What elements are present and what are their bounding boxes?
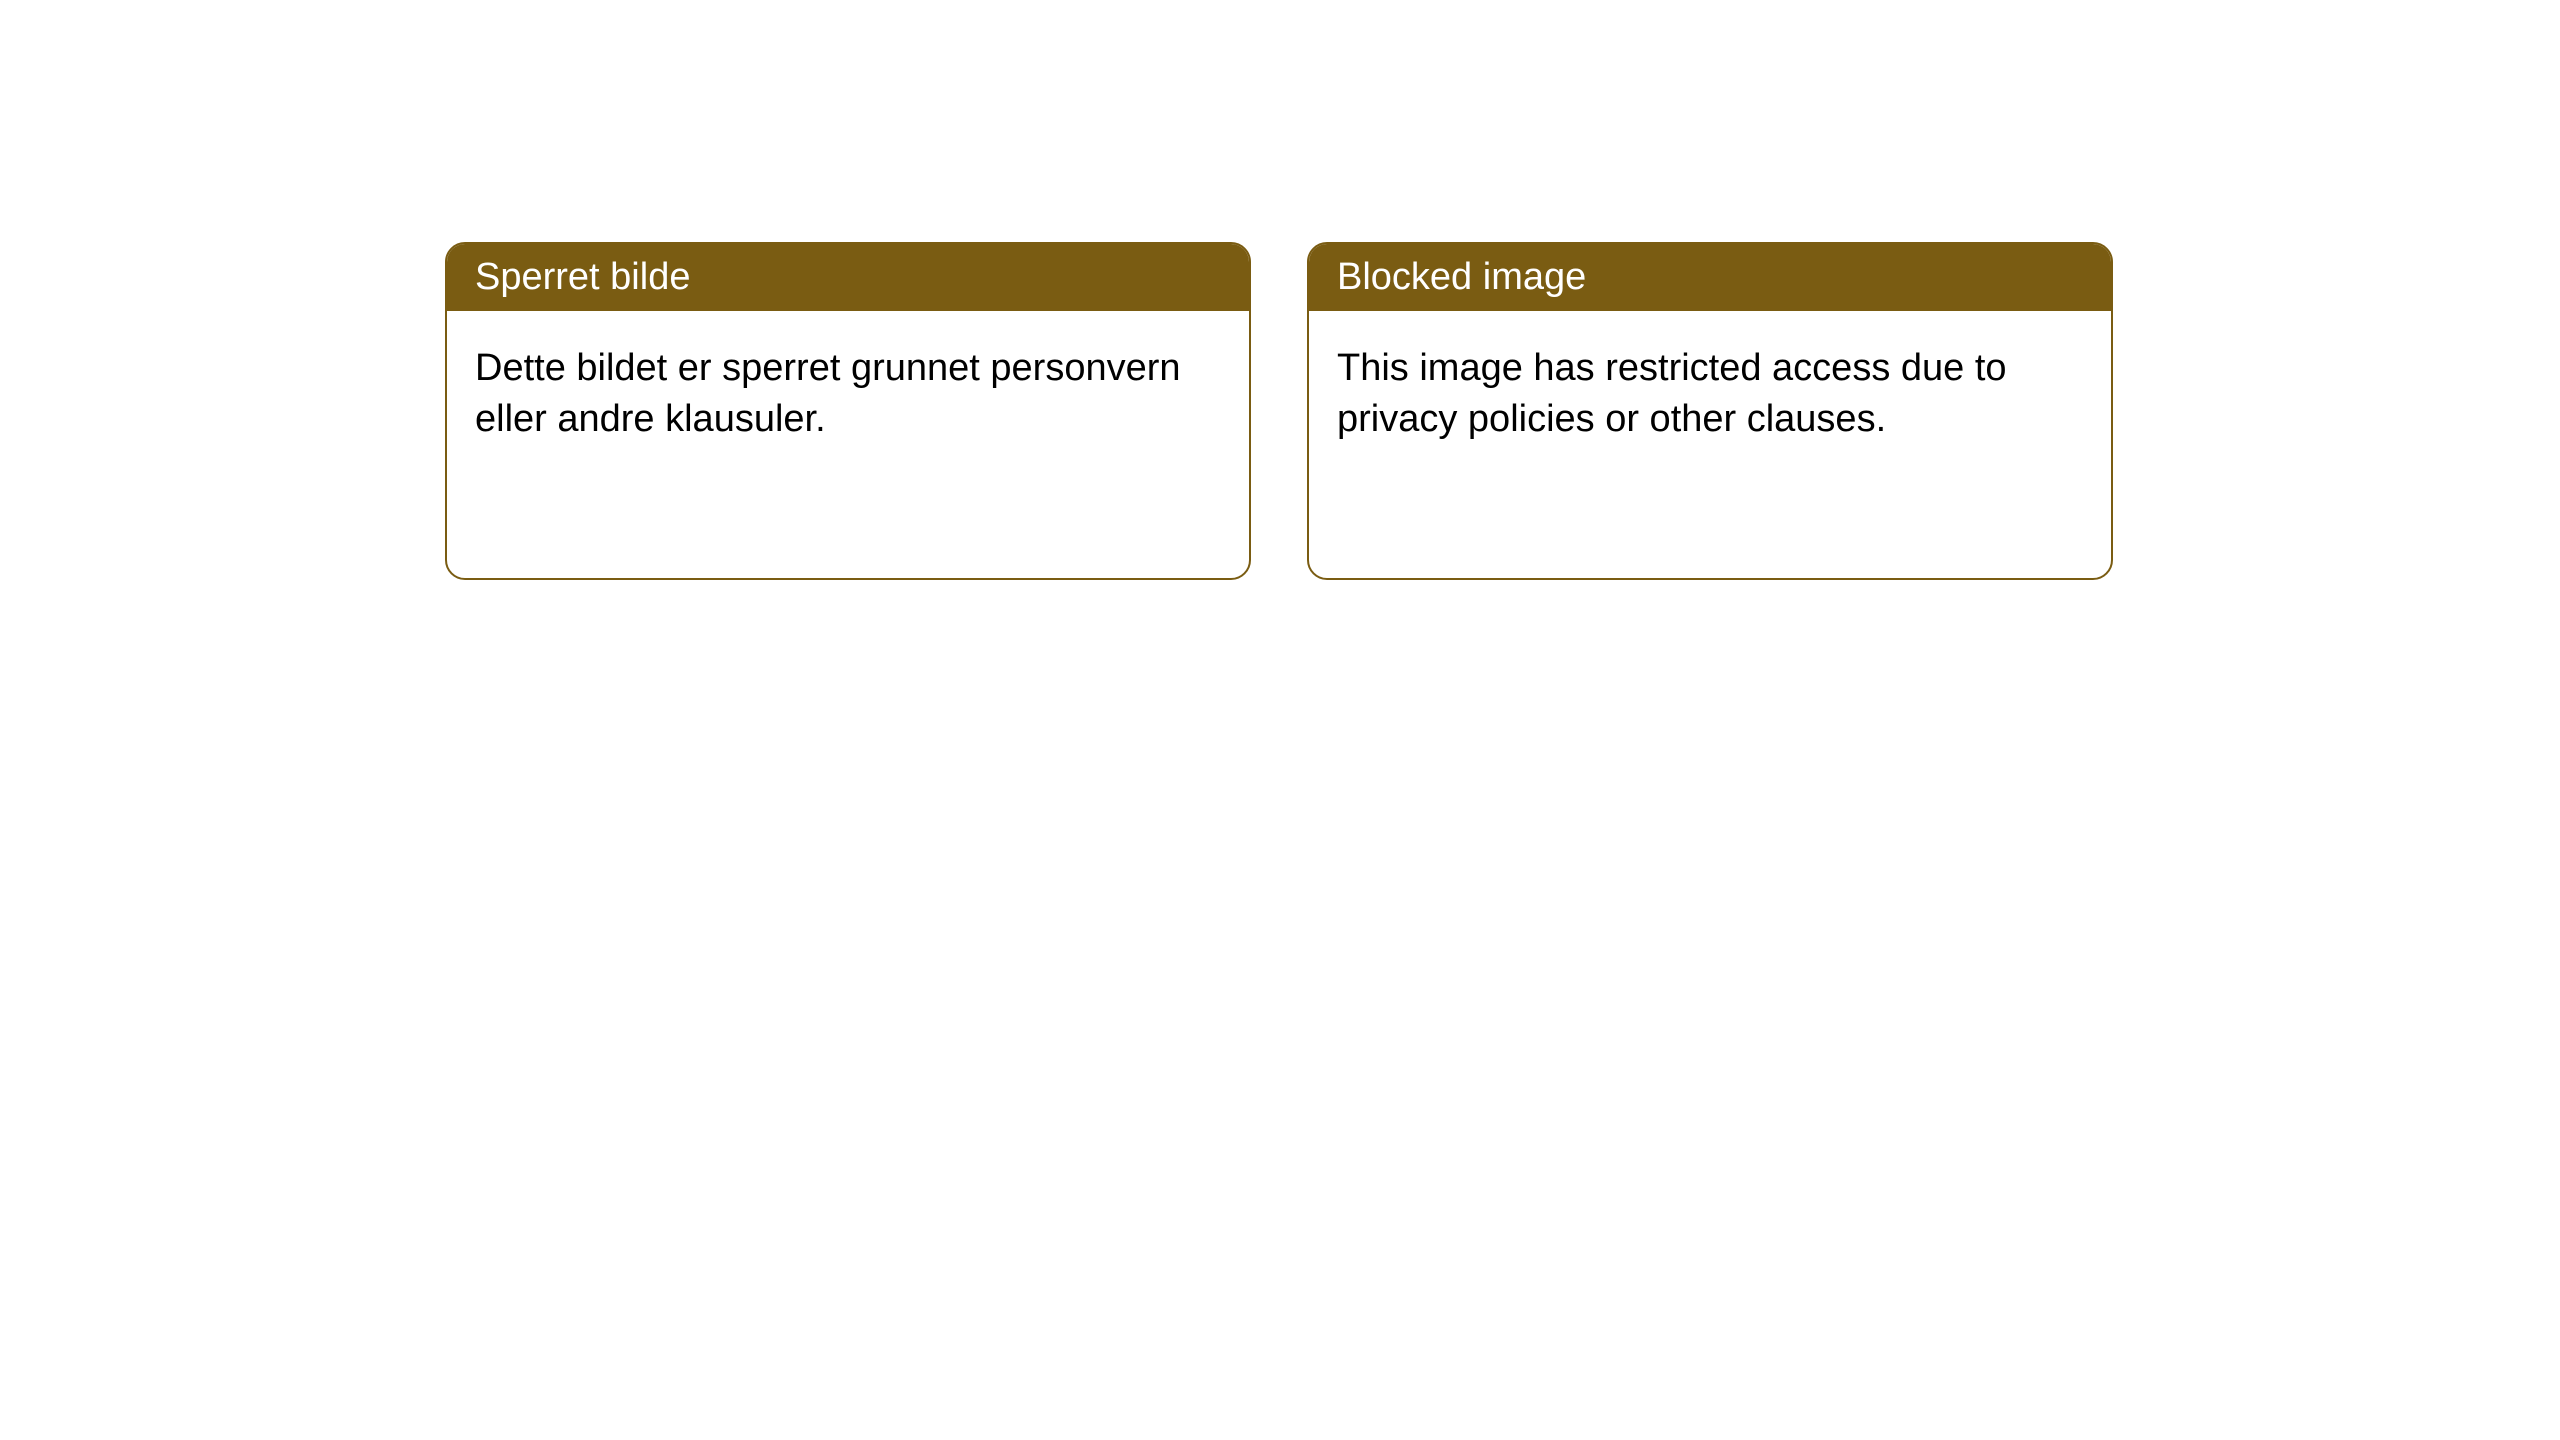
notice-card-english: Blocked image This image has restricted … [1307, 242, 2113, 580]
notice-body: Dette bildet er sperret grunnet personve… [447, 311, 1249, 478]
notice-body: This image has restricted access due to … [1309, 311, 2111, 478]
notice-title: Sperret bilde [475, 256, 690, 298]
notice-message: Dette bildet er sperret grunnet personve… [475, 347, 1181, 440]
notice-title: Blocked image [1337, 256, 1586, 298]
notice-card-norwegian: Sperret bilde Dette bildet er sperret gr… [445, 242, 1251, 580]
notice-container: Sperret bilde Dette bildet er sperret gr… [0, 0, 2560, 580]
notice-header: Blocked image [1309, 244, 2111, 311]
notice-message: This image has restricted access due to … [1337, 347, 2007, 440]
notice-header: Sperret bilde [447, 244, 1249, 311]
